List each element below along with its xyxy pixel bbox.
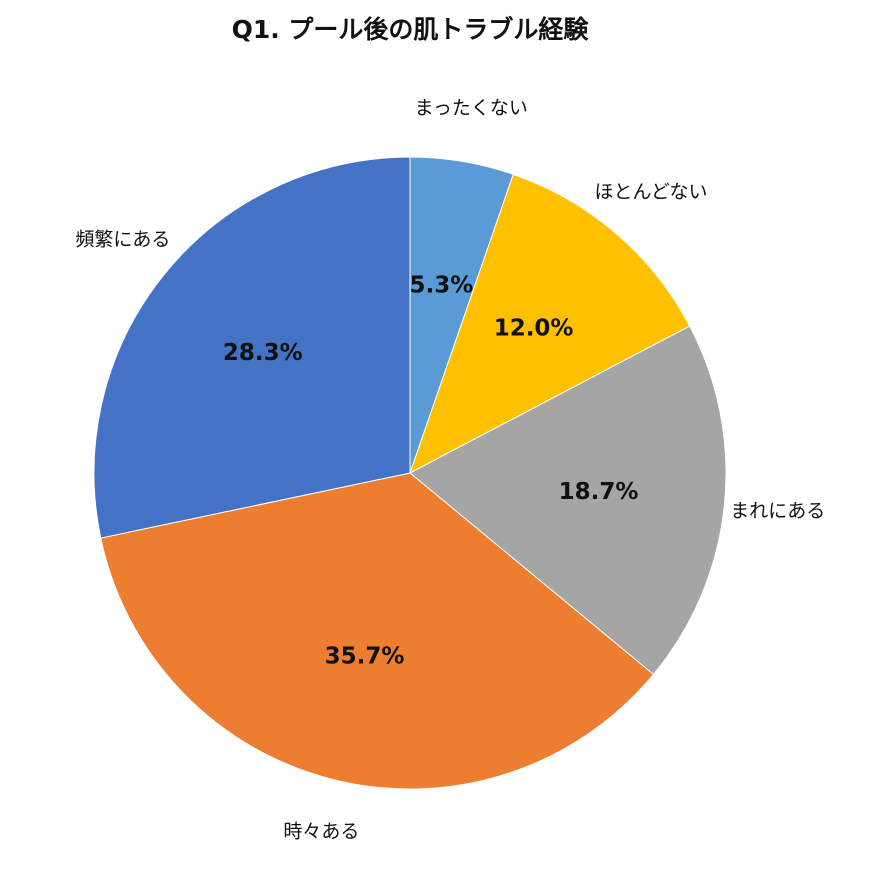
slice-value-label: 12.0%	[494, 316, 574, 342]
slice-category-label: まれにある	[730, 500, 825, 522]
slice-value-label: 35.7%	[325, 644, 405, 670]
chart-title: Q1. プール後の肌トラブル経験	[231, 15, 589, 44]
value-labels: 5.3% 12.0% 18.7% 35.7% 28.3%	[223, 273, 639, 670]
slice-value-label: 18.7%	[559, 479, 639, 505]
pie-slice	[409, 173, 691, 475]
pie-slice	[93, 156, 411, 539]
pie-slice	[100, 472, 655, 790]
slice-category-label: ほとんどない	[594, 181, 707, 203]
slice-value-label: 5.3%	[410, 273, 474, 299]
slice-value-label: 28.3%	[223, 340, 303, 366]
slice-category-label: まったくない	[415, 97, 528, 119]
slice-category-label: 時々ある	[283, 820, 359, 842]
pie-slices	[93, 156, 727, 790]
slice-category-label: 頻繁にある	[75, 229, 170, 251]
pie-slice	[409, 325, 727, 676]
